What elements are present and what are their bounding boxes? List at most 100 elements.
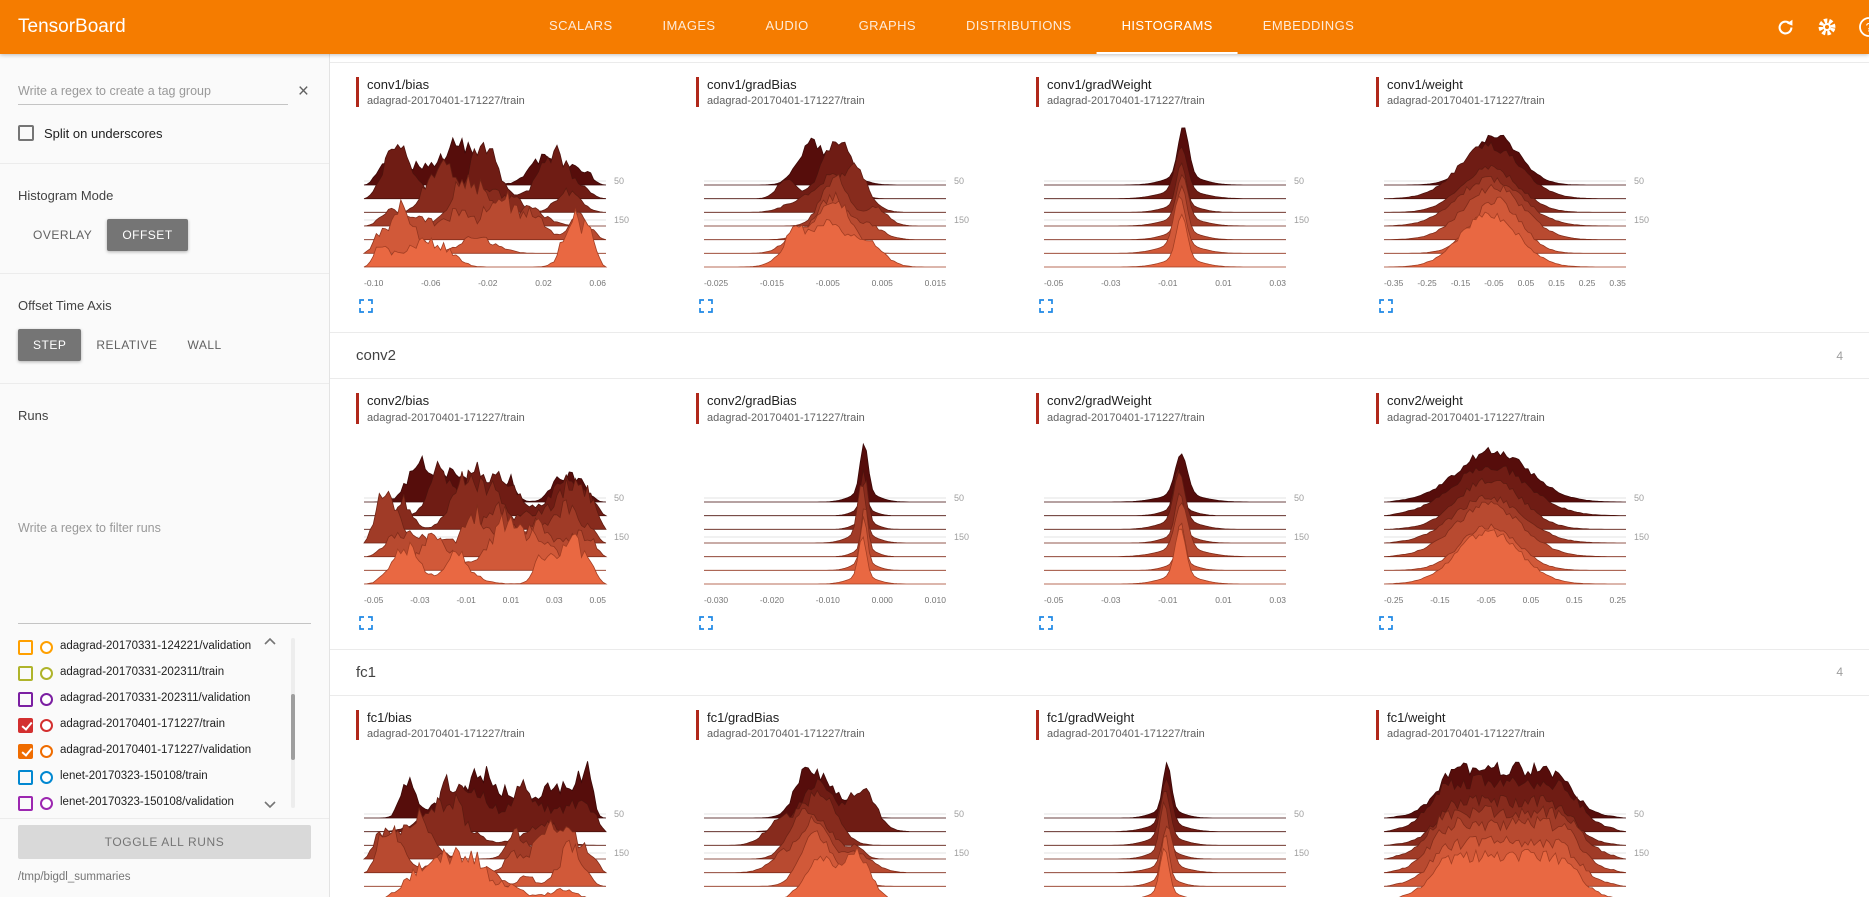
run-item[interactable]: lenet-20170323-150108/validation bbox=[18, 790, 267, 812]
close-icon[interactable]: × bbox=[297, 81, 309, 102]
run-item[interactable]: adagrad-20170331-202311/train bbox=[18, 660, 267, 686]
sidebar: × Split on underscores Histogram Mode OV… bbox=[0, 54, 330, 897]
tag-regex-input[interactable] bbox=[18, 78, 288, 105]
run-item[interactable]: adagrad-20170401-171227/validation bbox=[18, 738, 267, 764]
svg-text:50: 50 bbox=[1294, 493, 1304, 503]
expand-icon[interactable] bbox=[1038, 615, 1056, 633]
scroll-up-icon[interactable] bbox=[263, 636, 277, 646]
card-run-name: adagrad-20170401-171227/train bbox=[367, 411, 525, 424]
refresh-icon[interactable] bbox=[1774, 16, 1796, 38]
card-title: fc1/weight bbox=[1387, 709, 1446, 725]
histogram-card: fc1/gradBias adagrad-20170401-171227/trai… bbox=[696, 709, 1016, 897]
svg-text:150: 150 bbox=[1634, 532, 1649, 542]
run-checkbox[interactable] bbox=[18, 744, 33, 759]
x-tick-label: 0.01 bbox=[1215, 278, 1232, 289]
histogram-chart: 50 150 bbox=[696, 754, 1016, 897]
card-title-block: fc1/weight adagrad-20170401-171227/train bbox=[1376, 709, 1696, 740]
nav-tabs: SCALARS IMAGES AUDIO GRAPHS DISTRIBUTIONS HIS… bbox=[524, 0, 1379, 54]
group-name: fc1 bbox=[356, 663, 377, 681]
x-tick-label: 0.05 bbox=[589, 594, 606, 605]
run-item[interactable]: adagrad-20170401-171227/train bbox=[18, 712, 267, 738]
run-checkbox[interactable] bbox=[18, 666, 33, 681]
histogram-mode-overlay-button[interactable]: OVERLAY bbox=[18, 219, 107, 251]
runs-list: adagrad-20170331-124221/validation adagra… bbox=[18, 634, 311, 812]
x-tick-label: 0.03 bbox=[1269, 594, 1286, 605]
run-checkbox[interactable] bbox=[18, 692, 33, 707]
x-tick-label: -0.05 bbox=[364, 594, 384, 605]
svg-text:50: 50 bbox=[954, 493, 964, 503]
group-header: conv2 4 bbox=[330, 332, 1869, 380]
x-tick-label: -0.03 bbox=[1101, 594, 1121, 605]
expand-icon[interactable] bbox=[1378, 298, 1396, 316]
run-label: adagrad-20170331-202311/train bbox=[60, 666, 225, 678]
card-run-name: adagrad-20170401-171227/train bbox=[707, 411, 865, 424]
cards-row: conv1/bias adagrad-20170401-171227/train 5… bbox=[330, 63, 1869, 332]
expand-icon[interactable] bbox=[1378, 615, 1396, 633]
x-tick-label: -0.10 bbox=[364, 278, 384, 289]
expand-icon[interactable] bbox=[698, 298, 716, 316]
expand-icon[interactable] bbox=[358, 298, 376, 316]
histogram-mode-label: Histogram Mode bbox=[18, 188, 114, 203]
group-count: 4 bbox=[1836, 348, 1843, 363]
settings-gear-icon[interactable] bbox=[1816, 16, 1838, 38]
checkbox-icon[interactable] bbox=[18, 125, 34, 141]
card-title: conv2/gradBias bbox=[707, 393, 797, 409]
run-checkbox[interactable] bbox=[18, 718, 33, 733]
card-run-name: adagrad-20170401-171227/train bbox=[1047, 727, 1205, 740]
svg-text:50: 50 bbox=[1634, 176, 1644, 186]
x-tick-label: 0.35 bbox=[1609, 278, 1626, 289]
tab-graphs[interactable]: GRAPHS bbox=[858, 18, 916, 33]
run-isolator-icon[interactable] bbox=[40, 719, 53, 732]
histogram-card: conv2/weight adagrad-20170401-171227/trai… bbox=[1376, 393, 1696, 632]
expand-icon[interactable] bbox=[698, 615, 716, 633]
run-checkbox[interactable] bbox=[18, 796, 33, 811]
x-axis-labels: -0.05 -0.03 -0.01 0.01 0.03 bbox=[1044, 595, 1286, 605]
run-checkbox[interactable] bbox=[18, 640, 33, 655]
offset-axis-wall-button[interactable]: WALL bbox=[172, 329, 236, 361]
tab-scalars[interactable]: SCALARS bbox=[549, 18, 613, 33]
offset-axis-step-button[interactable]: STEP bbox=[18, 329, 82, 361]
run-checkbox[interactable] bbox=[18, 770, 33, 785]
runs-scrollbar-thumb[interactable] bbox=[291, 694, 295, 760]
x-tick-label: 0.01 bbox=[1215, 594, 1232, 605]
svg-text:?: ? bbox=[1866, 21, 1869, 35]
toggle-all-runs-button[interactable]: TOGGLE ALL RUNS bbox=[18, 825, 311, 859]
card-title: conv1/weight bbox=[1387, 77, 1463, 92]
run-item[interactable]: adagrad-20170331-124221/validation bbox=[18, 634, 267, 660]
histogram-mode-section: Histogram Mode OVERLAY OFFSET bbox=[0, 164, 329, 274]
run-isolator-icon[interactable] bbox=[40, 797, 53, 810]
run-item[interactable]: adagrad-20170331-202311/validation bbox=[18, 686, 267, 712]
histogram-chart: 50 150 bbox=[1376, 754, 1696, 897]
run-isolator-icon[interactable] bbox=[40, 693, 53, 706]
run-isolator-icon[interactable] bbox=[40, 641, 53, 654]
offset-axis-relative-button[interactable]: RELATIVE bbox=[81, 329, 172, 361]
histogram-mode-offset-button[interactable]: OFFSET bbox=[107, 219, 188, 251]
x-tick-label: 0.005 bbox=[871, 278, 893, 289]
help-icon[interactable]: ? bbox=[1858, 16, 1869, 38]
runs-section: Runs adagrad-20170331-124221/validationa… bbox=[0, 384, 329, 819]
run-item[interactable]: lenet-20170323-150108/train bbox=[18, 764, 267, 790]
x-tick-label: -0.05 bbox=[1044, 594, 1064, 605]
card-run-name: adagrad-20170401-171227/train bbox=[707, 95, 865, 108]
tab-embeddings[interactable]: EMBEDDINGS bbox=[1262, 18, 1355, 33]
expand-icon[interactable] bbox=[358, 615, 376, 633]
run-isolator-icon[interactable] bbox=[40, 745, 53, 758]
run-isolator-icon[interactable] bbox=[40, 771, 53, 784]
x-tick-label: 0.05 bbox=[1517, 278, 1535, 289]
card-title: conv1/bias bbox=[367, 77, 430, 92]
svg-text:50: 50 bbox=[614, 493, 624, 503]
x-tick-label: -0.03 bbox=[1101, 278, 1121, 289]
card-title: conv1/gradBias bbox=[707, 77, 797, 92]
main-content: conv1/bias adagrad-20170401-171227/train 5… bbox=[330, 54, 1869, 897]
histogram-card: fc1/bias adagrad-20170401-171227/train 50 1… bbox=[356, 709, 676, 897]
tab-distributions[interactable]: DISTRIBUTIONS bbox=[965, 18, 1072, 33]
run-isolator-icon[interactable] bbox=[40, 667, 53, 680]
split-underscores-checkbox[interactable]: Split on underscores bbox=[18, 125, 311, 141]
tab-audio[interactable]: AUDIO bbox=[765, 18, 809, 33]
svg-text:150: 150 bbox=[1634, 848, 1649, 858]
runs-regex-input[interactable] bbox=[18, 433, 311, 624]
tab-images[interactable]: IMAGES bbox=[662, 18, 716, 33]
expand-icon[interactable] bbox=[1038, 298, 1056, 316]
scroll-down-icon[interactable] bbox=[263, 800, 277, 810]
tab-histograms[interactable]: HISTOGRAMS bbox=[1096, 0, 1238, 54]
